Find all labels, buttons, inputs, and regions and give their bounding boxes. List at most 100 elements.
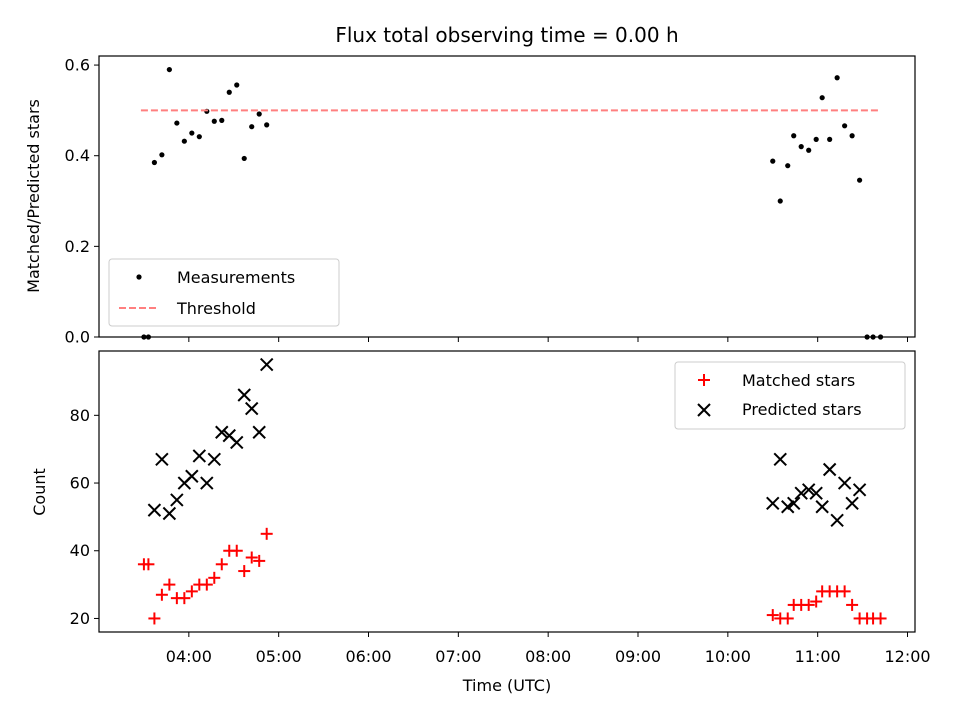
- matched-star-point: [838, 585, 851, 598]
- predicted-star-point: [766, 496, 780, 511]
- matched-star-point: [810, 595, 823, 608]
- measurement-point: [211, 118, 217, 124]
- legend-matched-marker: [698, 374, 710, 386]
- predicted-star-point: [815, 500, 829, 514]
- matched-star-point: [148, 612, 161, 625]
- x-tick-label: 08:00: [525, 647, 571, 666]
- predicted-star-point: [830, 513, 844, 527]
- top-y-axis-label: Matched/Predicted stars: [24, 99, 43, 293]
- measurement-point: [159, 152, 165, 158]
- measurement-point: [857, 177, 863, 183]
- bottom-y-axis-label: Count: [30, 468, 49, 516]
- matched-star-point: [846, 598, 859, 611]
- predicted-star-point: [822, 462, 837, 477]
- predicted-star-point: [230, 435, 244, 450]
- matched-star-point: [253, 554, 266, 567]
- legend-threshold-label: Threshold: [176, 299, 256, 318]
- legend-measurements-marker: [136, 274, 142, 280]
- predicted-star-point: [237, 388, 251, 402]
- matched-star-point: [260, 527, 273, 540]
- predicted-star-point: [147, 503, 162, 517]
- measurement-point: [226, 89, 232, 95]
- bottom-y-tick-label: 20: [70, 609, 90, 628]
- predicted-star-point: [155, 452, 169, 467]
- predicted-star-point: [852, 483, 867, 497]
- top-y-tick-label: 0.4: [65, 146, 90, 165]
- bottom-y-tick-label: 60: [70, 474, 90, 493]
- matched-star-point: [766, 609, 779, 622]
- measurement-point: [189, 130, 195, 136]
- legend-matched-label: Matched stars: [742, 371, 855, 390]
- bottom-panel: 20 40 60 80 04:00 05:00 06:00 07:00 08:00 09:00 1…: [30, 350, 931, 695]
- measurement-point: [842, 123, 848, 129]
- matched-star-point: [163, 578, 176, 591]
- matched-star-point: [185, 585, 198, 598]
- measurement-point: [174, 120, 180, 126]
- x-tick-label: 05:00: [256, 647, 302, 666]
- bottom-y-tick-label: 40: [70, 541, 90, 560]
- measurement-point: [256, 111, 262, 117]
- top-legend-box: [108, 258, 340, 327]
- bottom-axes-frame: [98, 350, 916, 633]
- predicted-star-point: [200, 476, 214, 490]
- bottom-y-tick-label: 80: [70, 406, 90, 425]
- top-y-ticks: 0.0 0.2 0.4 0.6: [65, 56, 99, 347]
- bottom-x-ticks: 04:00 05:00 06:00 07:00 08:00 09:00 10:00 11:00…: [166, 632, 931, 666]
- matched-star-point: [142, 558, 155, 571]
- measurement-point: [234, 82, 240, 88]
- measurement-point: [166, 66, 172, 73]
- top-axes-frame: [98, 55, 916, 338]
- predicted-star-point: [192, 449, 207, 463]
- predicted-star-point: [773, 452, 787, 467]
- matched-star-point: [245, 551, 258, 564]
- predicted-star-point: [259, 357, 274, 372]
- measurement-point: [785, 163, 791, 169]
- measurement-point: [834, 75, 840, 81]
- measurement-point: [219, 117, 225, 123]
- measurement-point: [151, 159, 157, 166]
- measurement-point: [241, 155, 247, 162]
- top-legend: Measurements Threshold: [108, 258, 340, 327]
- predicted-star-point: [162, 506, 177, 521]
- predicted-star-point: [215, 425, 229, 439]
- top-marks: [140, 66, 884, 340]
- matched-star-point: [155, 588, 168, 601]
- matched-star-point: [781, 612, 794, 625]
- measurement-point: [849, 133, 855, 139]
- measurement-point: [777, 198, 783, 204]
- predicted-star-point: [185, 469, 199, 483]
- measurement-point: [264, 122, 270, 128]
- predicted-star-point: [845, 496, 859, 511]
- measurement-point: [770, 158, 776, 164]
- top-x-ticks: [188, 337, 909, 342]
- top-panel: 0.0 0.2 0.4 0.6 Matched/Predicted stars Mea…: [24, 55, 916, 347]
- measurement-point: [249, 124, 255, 130]
- chart-title: Flux total observing time = 0.00 h: [335, 23, 678, 47]
- measurement-point: [806, 147, 812, 153]
- matched-star-point: [802, 598, 815, 611]
- predicted-star-point: [245, 401, 259, 416]
- bottom-legend-box: [674, 361, 906, 430]
- bottom-legend: Matched stars Predicted stars: [674, 361, 906, 430]
- measurement-point: [798, 144, 804, 150]
- matched-star-point: [238, 565, 251, 578]
- matched-star-point: [230, 544, 243, 557]
- top-y-tick-label: 0.6: [65, 56, 90, 75]
- measurement-point: [181, 138, 187, 144]
- predicted-star-point: [252, 425, 266, 439]
- measurement-point: [196, 134, 202, 140]
- legend-predicted-label: Predicted stars: [742, 400, 862, 419]
- x-tick-label: 04:00: [166, 647, 212, 666]
- measurement-point: [791, 133, 797, 139]
- matched-star-point: [208, 571, 221, 584]
- predicted-star-point: [207, 452, 221, 467]
- legend-measurements-label: Measurements: [177, 268, 295, 287]
- top-y-tick-label: 0.2: [65, 237, 90, 256]
- predicted-star-point: [794, 486, 808, 500]
- measurement-point: [827, 136, 833, 142]
- predicted-star-point: [787, 496, 801, 511]
- predicted-star-point: [170, 493, 184, 507]
- matched-star-point: [874, 612, 887, 625]
- predicted-star-point: [837, 476, 852, 490]
